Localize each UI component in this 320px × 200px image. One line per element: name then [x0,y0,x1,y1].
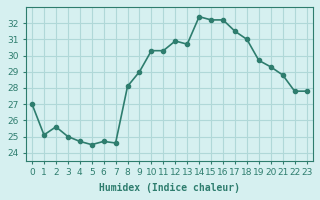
X-axis label: Humidex (Indice chaleur): Humidex (Indice chaleur) [99,183,240,193]
